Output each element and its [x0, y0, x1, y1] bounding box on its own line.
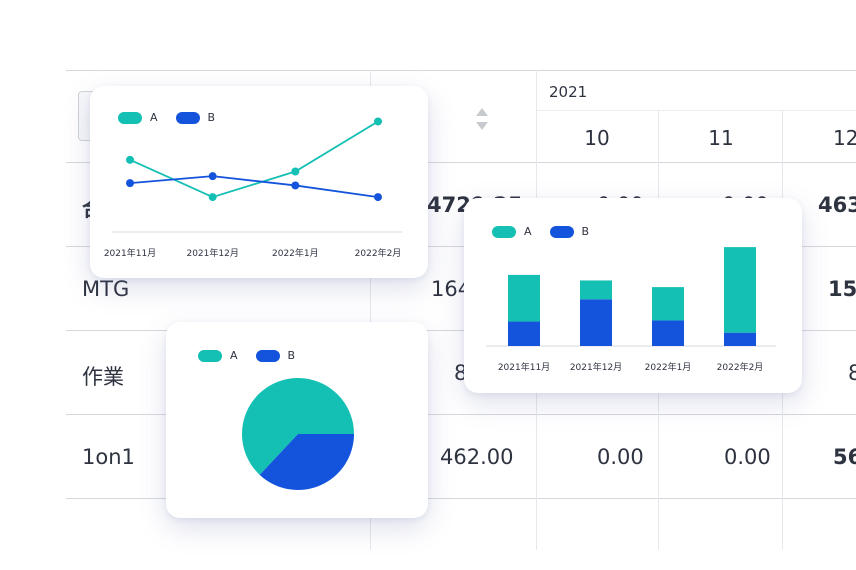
table-header-divider [536, 110, 856, 111]
legend-swatch-a [492, 225, 516, 238]
pie-chart-legend: A B [198, 349, 313, 362]
pie-slice-b[interactable] [259, 434, 354, 491]
table-border-top [66, 70, 856, 71]
bar-chart-card: A B 2021年11月 2021年12月 2022年1月 2022年2月 [464, 198, 802, 393]
bar-segment-b[interactable] [580, 299, 612, 346]
bar-segment-a[interactable] [724, 247, 756, 333]
legend-label-b: B [207, 111, 216, 124]
table-col-divider [370, 70, 371, 550]
bar-segment-b[interactable] [652, 320, 684, 346]
x-tick-label: 2022年1月 [645, 361, 692, 373]
bar-segment-a[interactable] [652, 287, 684, 321]
row-value-11: 0.00 [724, 445, 771, 469]
x-tick-label: 2021年12月 [570, 361, 622, 373]
table-row-divider [66, 330, 856, 331]
table-header-bottom [66, 162, 856, 163]
x-tick-label: 2021年11月 [498, 361, 550, 373]
series-line-a [129, 120, 379, 199]
table-row-divider [66, 498, 856, 499]
bar-segment-a[interactable] [508, 274, 540, 322]
row-total: 462.00 [440, 445, 514, 469]
x-tick-label: 2022年2月 [717, 361, 764, 373]
legend-swatch-b [549, 225, 574, 238]
bar-chart: 2021年11月 2021年12月 2022年1月 2022年2月 [486, 247, 776, 373]
x-tick-label: 2022年2月 [355, 247, 402, 259]
legend-item-b: B [255, 349, 296, 362]
pie-chart [242, 378, 354, 491]
line-chart: 2021年11月 2021年12月 2022年1月 2022年2月 [104, 117, 402, 259]
legend-label-b: B [287, 349, 296, 362]
x-tick-label: 2022年1月 [272, 247, 319, 259]
row-label: MTG [82, 277, 130, 301]
row-value-12: 463 [818, 193, 856, 217]
row-value-12: 8 [848, 361, 856, 385]
row-value-10: 0.00 [597, 445, 644, 469]
legend-label-a: A [230, 349, 238, 362]
row-label: 1on1 [82, 445, 135, 469]
x-tick-label: 2021年12月 [186, 247, 238, 259]
legend-item-a: A [492, 225, 532, 238]
sort-icon[interactable] [475, 107, 489, 131]
data-point-b[interactable] [374, 193, 382, 202]
data-point-b[interactable] [208, 172, 217, 181]
pie-chart-card: A B [166, 322, 428, 518]
data-point-a[interactable] [126, 155, 134, 164]
data-point-b[interactable] [291, 181, 300, 190]
pie-slice-a[interactable] [242, 378, 354, 475]
legend-swatch-a [118, 111, 142, 124]
data-point-a[interactable] [208, 193, 217, 202]
legend-item-a: A [198, 349, 238, 362]
year-header: 2021 [549, 83, 588, 101]
legend-swatch-a [198, 349, 222, 362]
legend-label-a: A [150, 111, 158, 124]
row-value-12: 151 [828, 277, 856, 301]
bar-segment-a[interactable] [580, 280, 612, 300]
line-chart-legend: A B [118, 111, 233, 124]
series-line-b [129, 175, 379, 198]
legend-item-b: B [175, 111, 216, 124]
legend-item-a: A [118, 111, 158, 124]
legend-label-a: A [524, 225, 532, 238]
row-value-12: 56 [833, 445, 856, 469]
x-tick-label: 2021年11月 [104, 247, 156, 259]
legend-swatch-b [255, 349, 280, 362]
line-chart-card: A B 2021年11月 2021年12月 2022年1月 2022年2月 [90, 86, 428, 278]
table-row-divider [66, 414, 856, 415]
table-row-divider [66, 246, 856, 247]
legend-swatch-b [175, 111, 200, 124]
bar-segment-b[interactable] [508, 321, 540, 346]
legend-item-b: B [549, 225, 590, 238]
legend-label-b: B [581, 225, 590, 238]
month-header-11: 11 [708, 126, 734, 150]
data-point-a[interactable] [374, 117, 382, 126]
month-header-10: 10 [584, 126, 610, 150]
bar-segment-b[interactable] [724, 332, 756, 346]
bar-chart-legend: A B [492, 225, 607, 238]
data-point-b[interactable] [126, 179, 134, 188]
row-label: 作業 [82, 365, 124, 389]
data-point-a[interactable] [291, 167, 300, 176]
month-header-12: 12 [833, 126, 856, 150]
